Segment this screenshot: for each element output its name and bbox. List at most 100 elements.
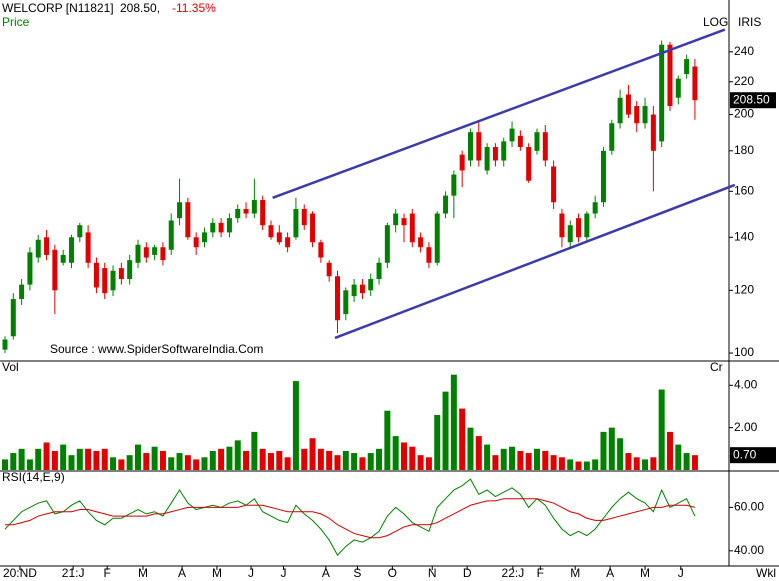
x-tick-label: A [322, 566, 330, 580]
volume-bar [484, 444, 491, 470]
volume-bar [218, 448, 225, 470]
rsi-line [4, 478, 696, 556]
volume-bar [642, 459, 649, 470]
volume-bar [134, 444, 141, 470]
volume-bar [675, 444, 682, 470]
volume-bar [367, 453, 374, 470]
candle-body [127, 260, 133, 280]
volume-bar [176, 453, 183, 470]
volume-bar [459, 408, 466, 470]
volume-bar [400, 442, 407, 470]
volume-bar [533, 448, 540, 470]
y-tick-label: 4.00 [734, 377, 758, 391]
trend-line [272, 28, 726, 200]
candle-body [2, 339, 8, 350]
x-tick-label: 22:J [502, 566, 525, 580]
candle-body [650, 114, 656, 151]
volume-bar [292, 381, 299, 470]
volume-bar [85, 448, 92, 470]
volume-bar [267, 453, 274, 470]
volume-bar [583, 461, 590, 470]
candle-body [77, 225, 83, 238]
x-tick-label: M [212, 566, 222, 580]
candle-body [201, 232, 207, 243]
candle-body [301, 208, 307, 226]
x-tick-label: J [280, 566, 286, 580]
volume-bar [168, 457, 175, 470]
x-tick-label: F [104, 566, 111, 580]
candle-body [476, 132, 482, 161]
volume-bar [425, 457, 432, 470]
volume-bar [1, 459, 8, 470]
y-tick-label: 180 [734, 143, 754, 157]
unit-label: Cr [710, 360, 723, 374]
volume-bar [475, 436, 482, 470]
volume-bar [317, 448, 324, 470]
volume-bar [525, 453, 532, 470]
volume-bar [201, 457, 208, 470]
candle-body [443, 195, 449, 214]
volume-bar [509, 446, 516, 470]
volume-bar [10, 453, 17, 470]
candle-body [110, 270, 116, 291]
candle-body [459, 154, 465, 171]
y-tick-label: 220 [734, 74, 754, 88]
indicator-label: IRIS [738, 15, 761, 29]
volume-bar [18, 448, 25, 470]
candle-body [675, 78, 681, 98]
candle-body [534, 132, 540, 151]
candle-body [559, 213, 565, 238]
x-tick-label: F [537, 566, 544, 580]
volume-bar [575, 461, 582, 470]
volume-bar [550, 455, 557, 470]
candle-body [85, 232, 91, 263]
source-note: Source : www.SpiderSoftwareIndia.Com [50, 342, 263, 356]
candle-body [409, 213, 415, 243]
volume-bar [118, 459, 125, 470]
last-value-label: 0.70 [733, 447, 757, 461]
candle-body [659, 44, 665, 142]
volume-bar [617, 438, 624, 470]
candle-body [52, 249, 58, 291]
candle-body [351, 284, 357, 297]
x-tick-label: 20:ND [3, 566, 37, 580]
candle-body [185, 202, 191, 238]
price-change: -11.35% [172, 1, 216, 15]
volume-bar [351, 453, 358, 470]
volume-bar [658, 389, 665, 470]
volume-bar [608, 427, 615, 470]
volume-bar [60, 444, 67, 470]
candle-body [177, 202, 183, 219]
candle-body [600, 150, 606, 203]
volume-bar [209, 450, 216, 470]
candle-body [243, 208, 249, 214]
candle-body [426, 247, 432, 263]
candle-body [152, 247, 158, 255]
candle-body [334, 276, 340, 321]
volume-bar [93, 450, 100, 470]
volume-bar [259, 448, 266, 470]
candle-body [143, 247, 149, 258]
candle-body [318, 242, 324, 258]
volume-bar [359, 457, 366, 470]
rsi-line [4, 498, 696, 539]
candle-body [692, 66, 698, 101]
volume-bar [442, 391, 449, 470]
volume-bar [633, 457, 640, 470]
candle-body [526, 146, 532, 181]
candle-body [210, 222, 216, 233]
candle-body [617, 97, 623, 124]
volume-bar [467, 427, 474, 470]
candle-body [160, 247, 166, 261]
candle-body [276, 232, 282, 243]
candle-body [384, 225, 390, 263]
candle-body [484, 146, 490, 171]
volume-bar [666, 431, 673, 470]
candle-body [434, 213, 440, 263]
volume-bar [592, 459, 599, 470]
candle-body [35, 239, 41, 258]
volume-bar [558, 457, 565, 470]
candle-body [102, 268, 108, 294]
candle-body [584, 213, 590, 238]
